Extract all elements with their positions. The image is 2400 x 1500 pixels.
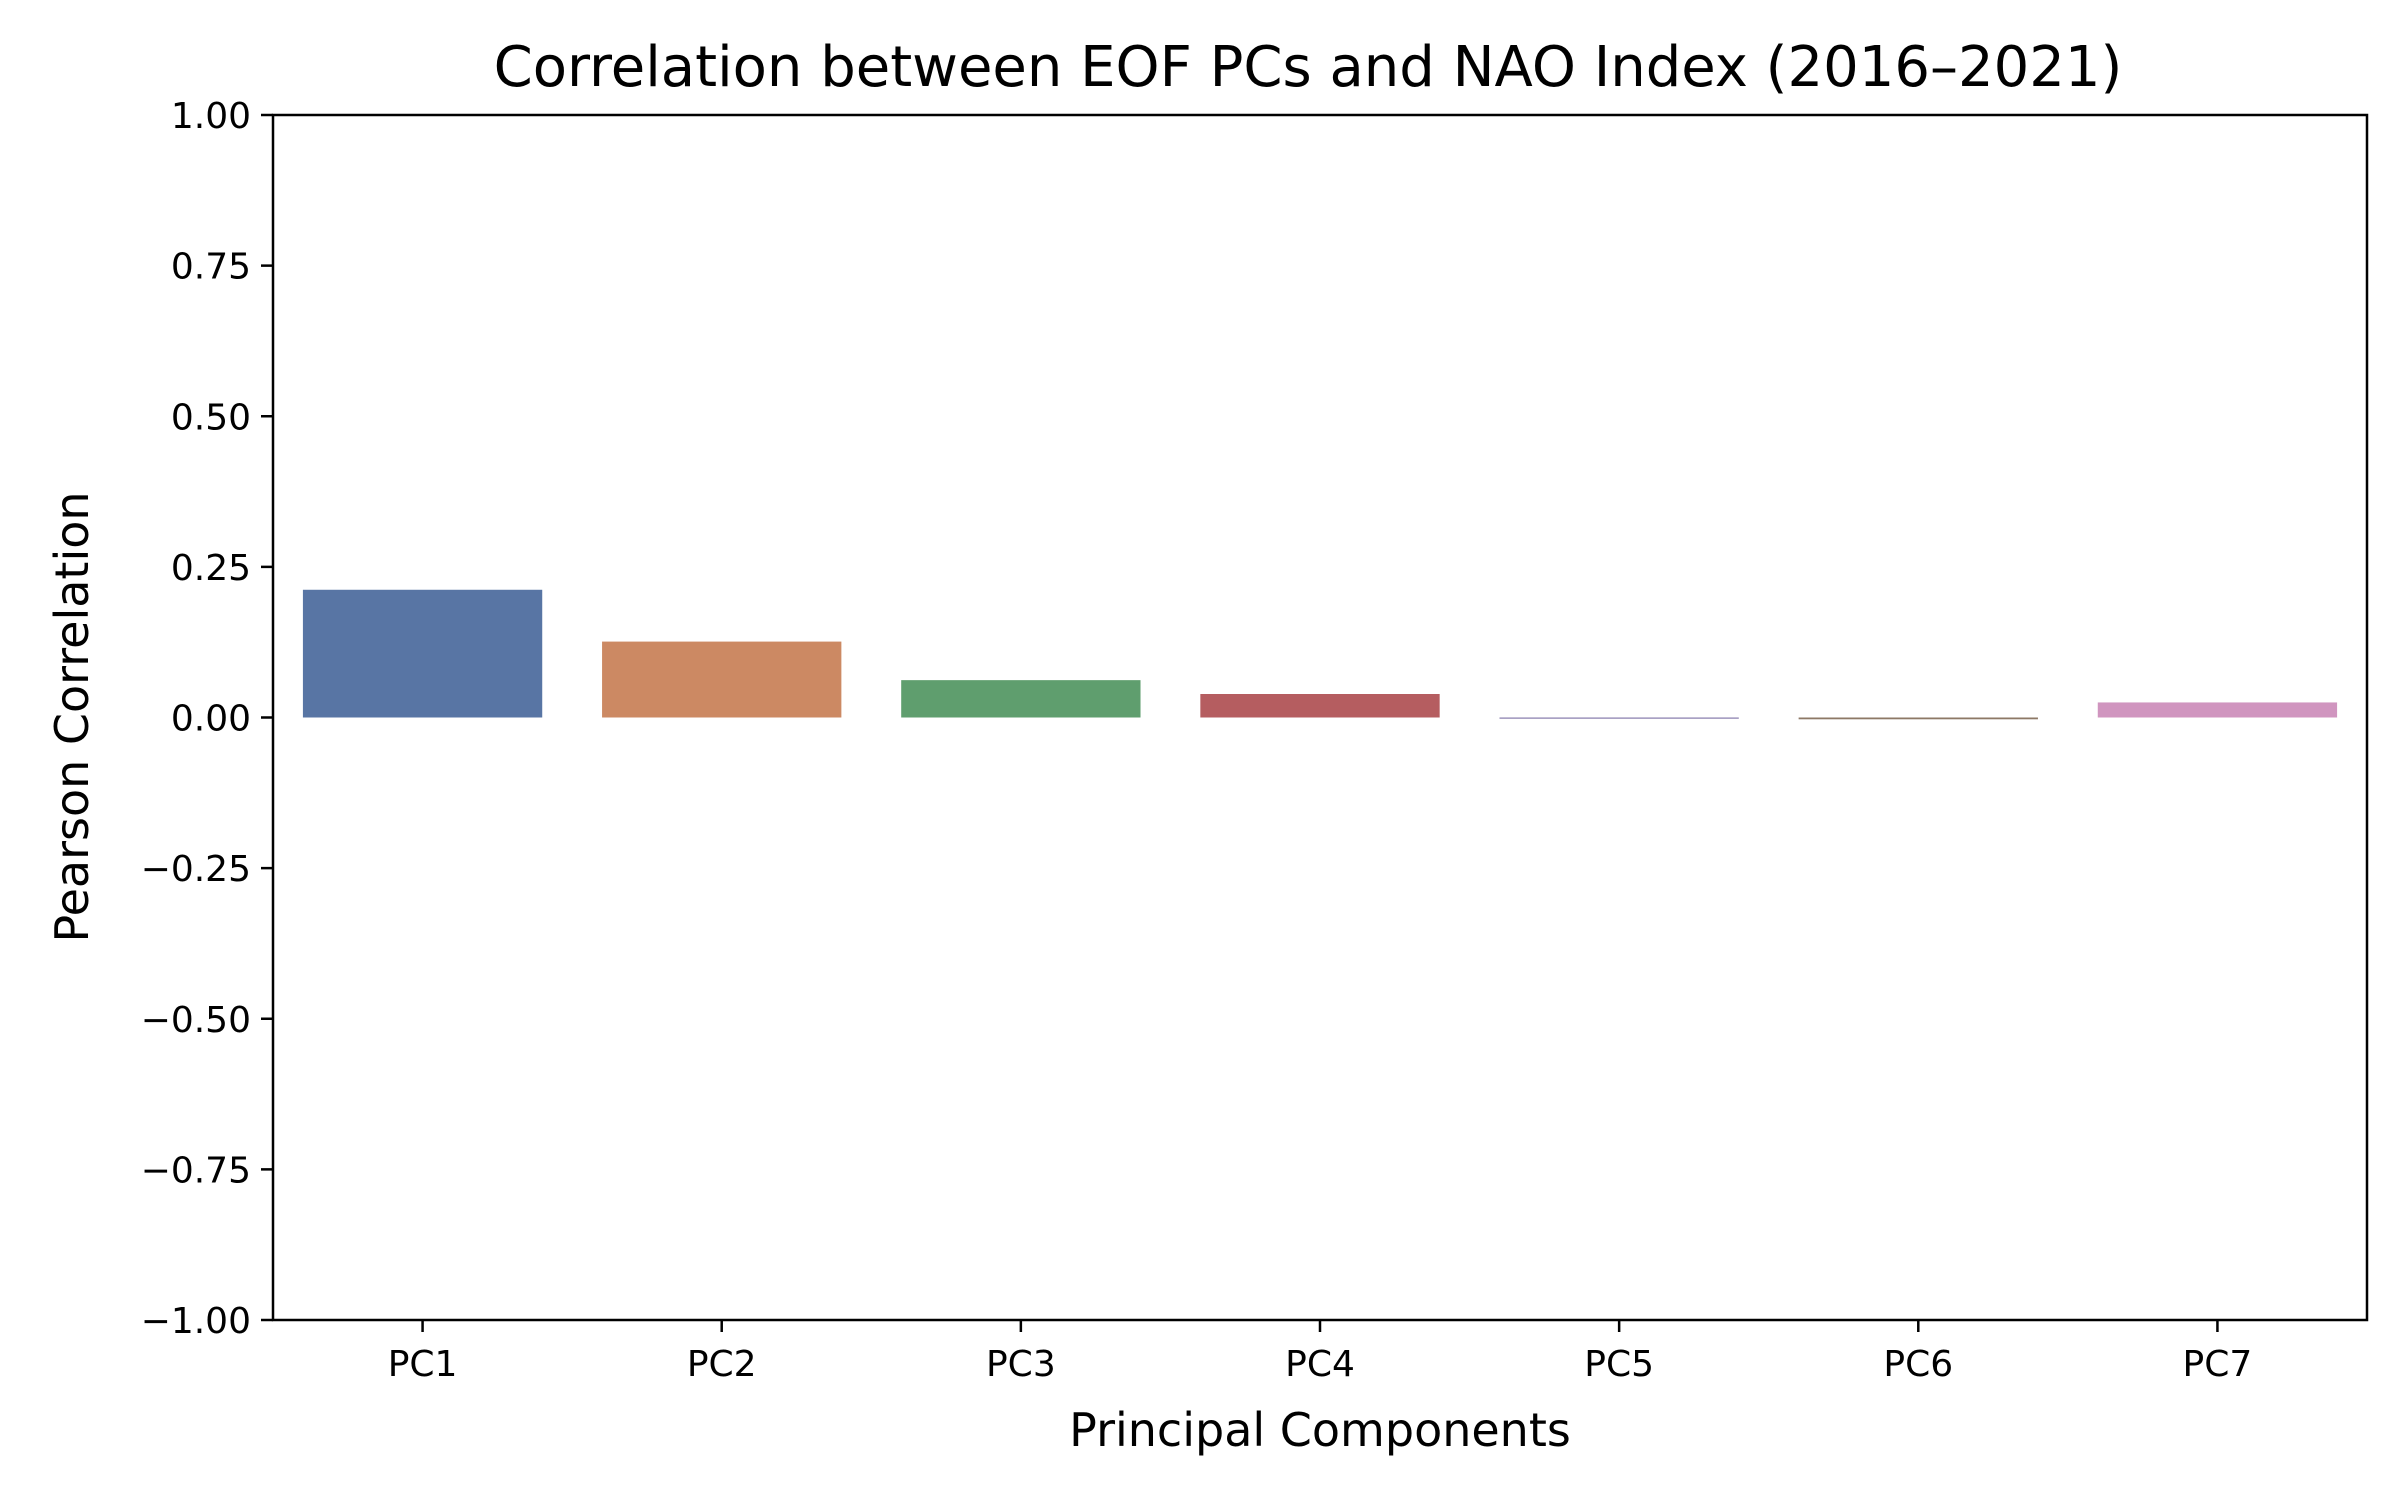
bars-group	[302, 589, 2338, 720]
chart-title: Correlation between EOF PCs and NAO Inde…	[494, 35, 2123, 100]
x-tick-label: PC4	[1285, 1344, 1355, 1385]
y-tick-label: 0.00	[171, 699, 251, 740]
x-tick-label: PC2	[687, 1344, 757, 1385]
y-axis: 1.00 0.75 0.50 0.25 0.00 −0.25 −0.50 −0.75 −1.00	[141, 96, 273, 1342]
bar-pc3	[901, 680, 1141, 718]
x-tick-label: PC6	[1883, 1344, 1953, 1385]
y-tick-label: −0.75	[141, 1150, 251, 1191]
bar-pc1	[302, 589, 543, 718]
x-axis: PC1 PC2 PC3 PC4 PC5 PC6 PC7	[388, 1320, 2253, 1385]
bar-pc5	[1499, 717, 1739, 719]
y-tick-label: 0.50	[171, 397, 251, 438]
y-tick-label: 0.25	[171, 548, 251, 589]
y-tick-label: 1.00	[171, 96, 251, 137]
bar-pc4	[1200, 694, 1440, 718]
x-tick-label: PC3	[986, 1344, 1056, 1385]
y-tick-label: −0.50	[141, 1000, 251, 1041]
bar-pc6	[1798, 717, 2038, 720]
y-tick-label: 0.75	[171, 247, 251, 288]
bar-pc7	[2097, 702, 2338, 718]
x-axis-label: Principal Components	[1069, 1403, 1571, 1457]
x-tick-label: PC1	[388, 1344, 458, 1385]
y-tick-label: −1.00	[141, 1301, 251, 1342]
plot-frame	[271, 113, 2369, 1322]
x-tick-label: PC5	[1584, 1344, 1654, 1385]
bar-pc2	[602, 641, 842, 718]
x-tick-label: PC7	[2183, 1344, 2253, 1385]
y-tick-label: −0.25	[141, 849, 251, 890]
y-axis-label: Pearson Correlation	[45, 491, 99, 942]
